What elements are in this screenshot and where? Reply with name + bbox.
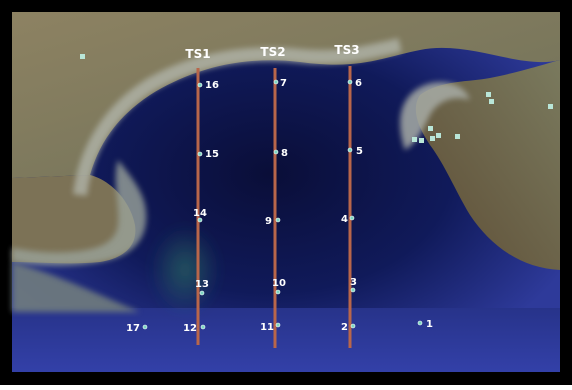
beach-ring [73,38,402,196]
station-marker-12[interactable] [200,324,206,330]
station-marker-2[interactable] [350,323,356,329]
station-marker-9[interactable] [275,217,281,223]
station-marker-4[interactable] [349,215,355,221]
station-label-15: 15 [205,149,219,160]
open-sea [12,308,560,372]
transect-label-ts3: TS3 [334,43,359,57]
tidal-flat-west [12,160,147,266]
eastern-spit [400,82,470,150]
station-marker-3[interactable] [350,287,356,293]
turbid-plume [150,225,220,315]
station-marker-6[interactable] [347,79,353,85]
station-label-17: 17 [126,323,140,334]
station-label-14: 14 [193,208,207,219]
settlement-markers [80,54,553,143]
station-label-10: 10 [272,278,286,289]
station-marker-14[interactable] [197,217,203,223]
station-marker-10[interactable] [275,289,281,295]
station-label-1: 1 [426,319,433,330]
station-label-7: 7 [280,78,287,89]
station-marker-7[interactable] [273,79,279,85]
station-label-3: 3 [350,277,357,288]
western-peninsula [12,175,136,264]
transect-label-ts2: TS2 [260,45,285,59]
eastern-shore [415,60,560,270]
station-label-8: 8 [281,148,288,159]
shallow-west [12,262,140,312]
station-label-5: 5 [356,146,363,157]
station-marker-16[interactable] [197,82,203,88]
station-label-12: 12 [183,323,197,334]
station-marker-15[interactable] [197,151,203,157]
station-label-13: 13 [195,279,209,290]
transect-label-ts1: TS1 [185,47,210,61]
station-label-2: 2 [341,322,348,333]
map-imagery [12,12,560,372]
northern-shore [12,12,560,178]
station-label-16: 16 [205,80,219,91]
station-label-9: 9 [265,216,272,227]
station-marker-11[interactable] [275,322,281,328]
station-label-11: 11 [260,322,274,333]
station-marker-17[interactable] [142,324,148,330]
station-marker-8[interactable] [273,149,279,155]
station-marker-5[interactable] [347,147,353,153]
station-label-6: 6 [355,78,362,89]
transect-lines: TS1 TS2 TS3 [185,43,360,348]
station-marker-1[interactable] [417,320,423,326]
station-label-4: 4 [341,214,348,225]
station-marker-13[interactable] [199,290,205,296]
